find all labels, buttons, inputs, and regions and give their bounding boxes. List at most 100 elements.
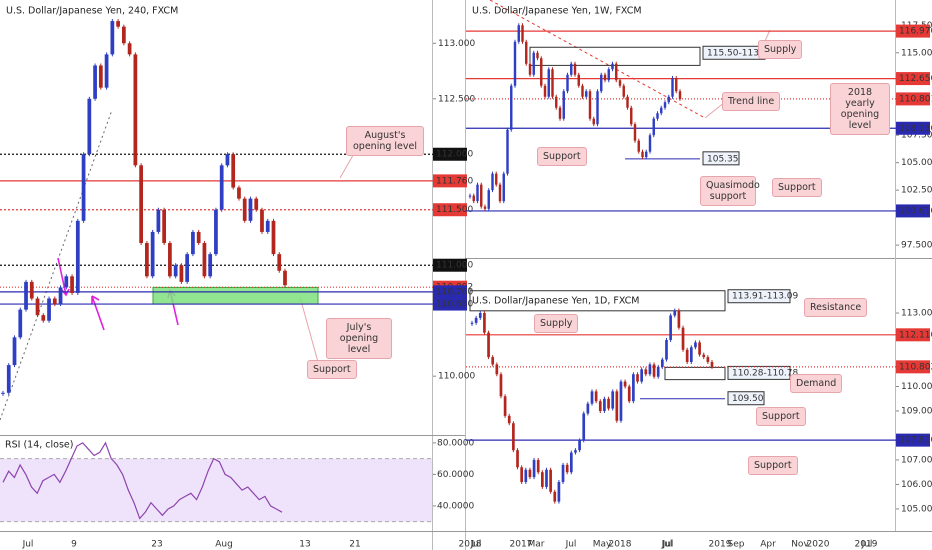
y-tick-label: 105.000	[901, 504, 932, 514]
y-tick-label: 113.000	[438, 39, 475, 49]
callout: Support	[748, 456, 798, 475]
candle-body	[483, 313, 486, 333]
callout: Support	[307, 360, 357, 379]
zone	[529, 46, 701, 66]
x-tick-label: May	[593, 540, 612, 550]
candle-body	[619, 381, 623, 421]
chart-title: U.S. Dollar/Japanese Yen, 240, FXCM	[6, 6, 178, 17]
candle-body	[553, 491, 557, 502]
candle-body	[127, 43, 132, 55]
candle-body	[104, 54, 109, 88]
short-level-box	[702, 151, 740, 166]
callout: Quasimodo support	[700, 176, 760, 206]
candle-body	[150, 231, 155, 277]
x-tick-label: Nov	[791, 540, 809, 550]
candle-body	[540, 58, 543, 86]
candle-body	[536, 52, 539, 59]
chart-title: U.S. Dollar/Japanese Yen, 1W, FXCM	[472, 6, 642, 17]
candle-body	[590, 391, 594, 404]
candle-body	[532, 52, 535, 75]
candle-body	[476, 184, 479, 202]
candle-body	[29, 281, 34, 299]
candle-body	[483, 206, 487, 209]
candle-body	[600, 74, 603, 92]
level-label-box	[896, 72, 930, 86]
candle-body	[594, 391, 598, 402]
level-label-box	[433, 285, 467, 299]
candle-body	[618, 80, 622, 86]
candle-body	[536, 459, 540, 473]
candle-body	[495, 173, 498, 185]
candle-body	[574, 450, 577, 453]
x-tick-label: Sep	[728, 540, 745, 550]
candle-body	[561, 464, 565, 482]
candle-body	[468, 195, 472, 197]
candle-body	[502, 173, 505, 202]
candle-body	[652, 364, 656, 377]
level-label: 110.760	[436, 287, 473, 297]
y-tick-label: 60.0000	[437, 470, 474, 480]
y-tick-label: 107.000	[901, 455, 932, 465]
level-label: 111.760	[436, 176, 473, 186]
candle-body	[156, 209, 161, 232]
candle-body	[52, 298, 57, 305]
candle-body	[507, 415, 511, 424]
candle-body	[623, 381, 627, 387]
y-tick-label: 112.500	[438, 94, 475, 104]
candle-body	[665, 339, 668, 360]
candle-body	[543, 85, 547, 97]
candle-body	[661, 359, 664, 367]
candle-body	[503, 396, 507, 416]
level-label-box	[896, 24, 930, 38]
x-tick-label: 2020	[807, 540, 830, 550]
candle-body	[179, 265, 184, 282]
callout: July's opening level	[326, 318, 392, 359]
x-tick-label: Jul	[22, 540, 34, 550]
candle-body	[637, 140, 640, 152]
candle-body	[487, 332, 490, 358]
candle-body	[648, 135, 652, 152]
level-label: 112.110	[899, 330, 932, 340]
candle-body	[633, 124, 637, 141]
candle-body	[6, 365, 11, 393]
candle-body	[12, 337, 17, 366]
chart-title: RSI (14, close)	[5, 440, 73, 451]
level-label-box	[896, 121, 930, 135]
y-tick-label: 115.000	[901, 48, 932, 58]
candle-body	[214, 209, 218, 255]
candle-body	[569, 452, 573, 473]
y-tick-label: 97.500	[901, 241, 932, 251]
level-label-box	[896, 92, 930, 106]
candle-body	[139, 165, 143, 244]
candle-body	[121, 26, 126, 44]
candle-body	[110, 21, 115, 55]
candle-body	[521, 25, 524, 42]
candle-body	[524, 469, 528, 482]
candle-body	[677, 310, 681, 328]
candle-body	[474, 317, 478, 323]
x-tick-label: Jul	[565, 540, 577, 550]
x-tick-label: 2017	[510, 540, 533, 550]
callout: Supply	[534, 314, 579, 333]
candle-body	[491, 357, 495, 365]
candle-body	[592, 118, 595, 125]
candle-body	[648, 364, 652, 375]
short-level-label: 105.35	[707, 154, 739, 164]
candle-body	[578, 440, 581, 451]
candle-body	[626, 96, 629, 108]
level-label-box	[896, 204, 930, 218]
level-label: 116.970	[899, 27, 932, 37]
candle-body	[35, 298, 40, 316]
candle-body	[64, 276, 69, 288]
candle-body	[565, 464, 569, 473]
candle-body	[636, 374, 639, 382]
candle-body	[265, 220, 270, 232]
candle-body	[480, 184, 483, 207]
zone	[469, 290, 726, 312]
candle-body	[549, 469, 552, 492]
candle-body	[596, 91, 599, 125]
candle-body	[588, 91, 592, 119]
candle-body	[231, 154, 236, 188]
candle-body	[528, 63, 532, 75]
candle-body	[585, 91, 588, 97]
